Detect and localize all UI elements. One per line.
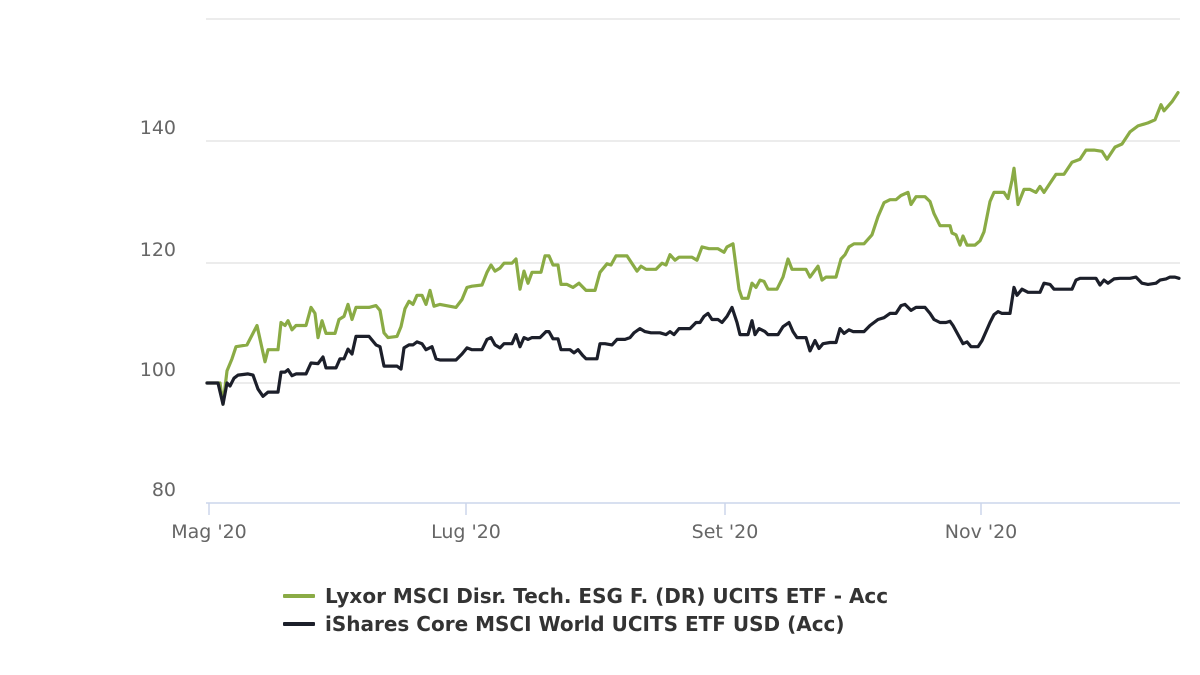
legend-item-lyxor[interactable]: Lyxor MSCI Disr. Tech. ESG F. (DR) UCITS…: [283, 582, 888, 610]
legend-label: Lyxor MSCI Disr. Tech. ESG F. (DR) UCITS…: [325, 584, 889, 608]
legend-label: iShares Core MSCI World UCITS ETF USD (A…: [325, 612, 845, 636]
legend-swatch-green-icon: [283, 594, 315, 598]
legend-swatch-dark-icon: [283, 622, 315, 626]
series-line-lyxor[interactable]: [205, 90, 1180, 406]
series-line-ishares[interactable]: [205, 275, 1181, 406]
chart-legend: Lyxor MSCI Disr. Tech. ESG F. (DR) UCITS…: [283, 582, 888, 638]
x-label-set: Set '20: [691, 521, 759, 543]
x-axis: [206, 502, 1180, 515]
x-label-mag: Mag '20: [171, 521, 247, 543]
legend-item-ishares[interactable]: iShares Core MSCI World UCITS ETF USD (A…: [283, 610, 888, 638]
y-label-100: 100: [139, 359, 176, 381]
x-label-nov: Nov '20: [944, 521, 1018, 543]
y-label-140: 140: [139, 117, 176, 139]
y-label-120: 120: [139, 239, 176, 261]
x-label-lug: Lug '20: [431, 521, 501, 543]
grid-lines: [206, 18, 1180, 384]
y-label-80: 80: [151, 479, 176, 501]
